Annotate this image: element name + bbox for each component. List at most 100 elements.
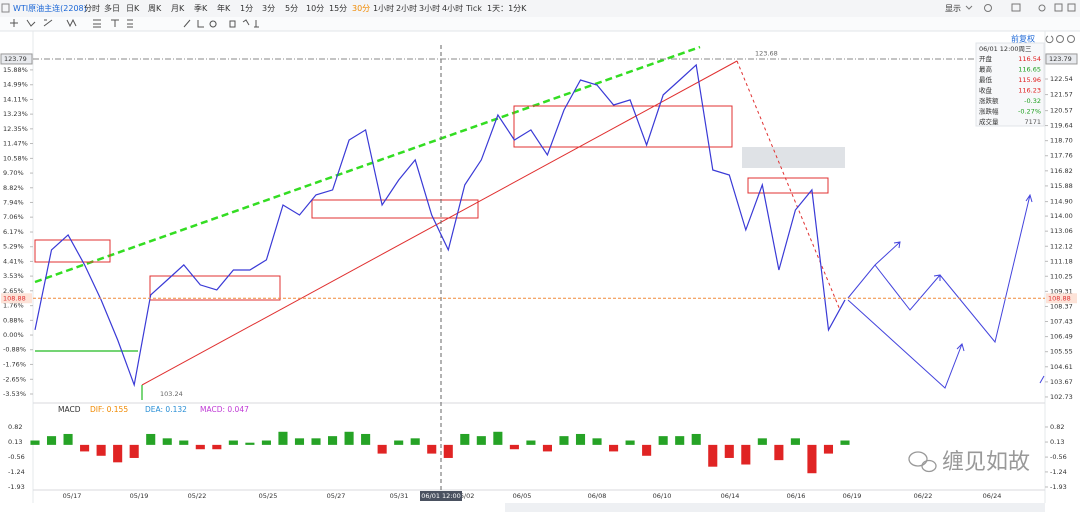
macd-bar — [840, 440, 850, 445]
period-tab[interactable]: 月K — [171, 4, 185, 13]
crosshair-x-box — [420, 491, 462, 501]
info-label: 涨跌幅 — [979, 107, 999, 116]
drawings — [34, 45, 1045, 400]
macd-tick-label-left: -1.24 — [8, 468, 25, 476]
last-price-left: 108.88 — [3, 294, 26, 302]
right-icons[interactable] — [965, 3, 1076, 12]
period-tab[interactable]: 1天：1分K — [487, 4, 527, 13]
display-menu[interactable]: 显示 — [945, 4, 961, 13]
macd-bar — [658, 436, 668, 445]
macd-bar — [790, 438, 800, 445]
y-tick-label: 114.00 — [1050, 212, 1073, 220]
y-tick-label: 112.12 — [1050, 242, 1073, 250]
macd-bar — [823, 444, 834, 454]
macd-value: MACD: 0.047 — [200, 405, 249, 414]
chart-controls[interactable] — [1045, 35, 1075, 44]
info-value: -0.32 — [1024, 97, 1041, 105]
period-tab[interactable]: 分时 — [84, 3, 100, 13]
y-tick-label: 117.76 — [1050, 152, 1073, 160]
macd-bar — [195, 444, 205, 450]
last-price-box — [1046, 293, 1077, 304]
icon[interactable] — [1, 3, 10, 13]
period-tab[interactable]: 周K — [148, 4, 162, 13]
macd-bar — [493, 431, 503, 445]
price-line — [34, 63, 846, 388]
y2-tick-label: 14.11% — [3, 95, 28, 103]
crosshair-price-left-box — [0, 53, 33, 65]
info-value: 116.23 — [1018, 87, 1041, 95]
x-tick-label: 06/14 — [721, 492, 740, 500]
y-tick-label: 108.37 — [1050, 302, 1073, 310]
period-tab[interactable]: 5分 — [285, 4, 298, 13]
x-tick-label: 05/22 — [188, 492, 207, 500]
period-tab[interactable]: 季K — [194, 3, 208, 13]
crosshair-price-right: 123.79 — [1049, 55, 1072, 63]
macd-bar — [774, 444, 784, 461]
info-time: 06/01 12:00周三 — [979, 45, 1032, 53]
y2-tick-label: 0.88% — [3, 316, 24, 324]
symbol[interactable]: WTI原油主连(2208) — [13, 3, 87, 13]
crosshair-price-right-box — [1045, 53, 1078, 65]
macd-bar — [460, 433, 470, 445]
period-tab[interactable]: 年K — [217, 3, 231, 13]
toolbar — [0, 0, 1080, 17]
macd-tick-label-left: 0.13 — [8, 438, 22, 446]
macd-bar — [129, 444, 139, 458]
period-tab[interactable]: 10分 — [306, 4, 324, 13]
macd-bar — [344, 431, 354, 445]
y2-tick-label: 15.88% — [3, 66, 28, 74]
period-tab[interactable]: 15分 — [329, 4, 347, 13]
period-tab[interactable]: 1小时 — [373, 3, 394, 13]
macd-bar — [708, 444, 718, 467]
macd-bar — [261, 440, 271, 445]
y2-tick-label: 13.23% — [3, 110, 28, 118]
y-tick-label: 102.73 — [1050, 393, 1073, 401]
period-tab[interactable]: 3分 — [262, 4, 275, 13]
x-tick-label: 06/10 — [653, 492, 672, 500]
x-tick-label: 05/19 — [130, 492, 149, 500]
info-label: 成交量 — [979, 117, 999, 126]
period-tab[interactable]: Tick — [465, 4, 482, 13]
macd-bar — [294, 438, 305, 445]
macd-bar — [245, 442, 255, 445]
period-tab[interactable]: 日K — [126, 4, 140, 13]
macd-tick-label: -0.56 — [1050, 453, 1067, 461]
period-tab[interactable]: 3小时 — [419, 3, 440, 13]
x-tick-label: 05/17 — [63, 492, 82, 500]
macd-title: MACD — [58, 405, 81, 414]
adjust-button[interactable]: 前复权 — [1011, 34, 1035, 44]
period-tab[interactable]: 1分 — [240, 4, 253, 13]
macd-bar — [394, 440, 404, 445]
info-value: 7171 — [1024, 118, 1041, 126]
scroll-bar[interactable] — [505, 503, 1045, 512]
macd-bar — [526, 440, 536, 445]
macd-bar — [179, 440, 189, 445]
macd-bar — [228, 440, 238, 445]
macd-tick-label: -1.24 — [1050, 468, 1067, 476]
macd-bar — [559, 436, 569, 445]
y2-tick-label: 14.99% — [3, 81, 28, 89]
x-tick-label: 05/27 — [327, 492, 346, 500]
macd-bar — [311, 438, 321, 445]
macd-bar — [741, 444, 751, 465]
macd-bar — [675, 436, 685, 445]
period-tab[interactable]: 多日 — [104, 3, 120, 13]
macd-bar — [592, 438, 602, 445]
y-tick-label: 114.90 — [1050, 198, 1073, 206]
period-tab[interactable]: 30分 — [352, 4, 370, 13]
tool-icons[interactable] — [10, 18, 259, 28]
macd-tick-label-left: 0.82 — [8, 423, 22, 431]
macd-bar — [691, 433, 701, 445]
plot: 122.54 121.57 120.57 119.64 118.70 117.76 116.… — [0, 50, 1078, 501]
macd-bar — [542, 444, 552, 452]
y-tick-label: 118.70 — [1050, 137, 1073, 145]
y2-tick-label: 2.65% — [3, 287, 24, 295]
y-tick-label: 119.64 — [1050, 122, 1073, 130]
macd-tick-label: 0.13 — [1050, 438, 1064, 446]
x-tick-label: 05/31 — [390, 492, 409, 500]
period-tab[interactable]: 2小时 — [396, 3, 417, 13]
period-tab[interactable]: 4小时 — [442, 3, 463, 13]
y-tick-label: 109.31 — [1050, 287, 1073, 295]
y2-tick-label: -3.53% — [3, 390, 26, 398]
